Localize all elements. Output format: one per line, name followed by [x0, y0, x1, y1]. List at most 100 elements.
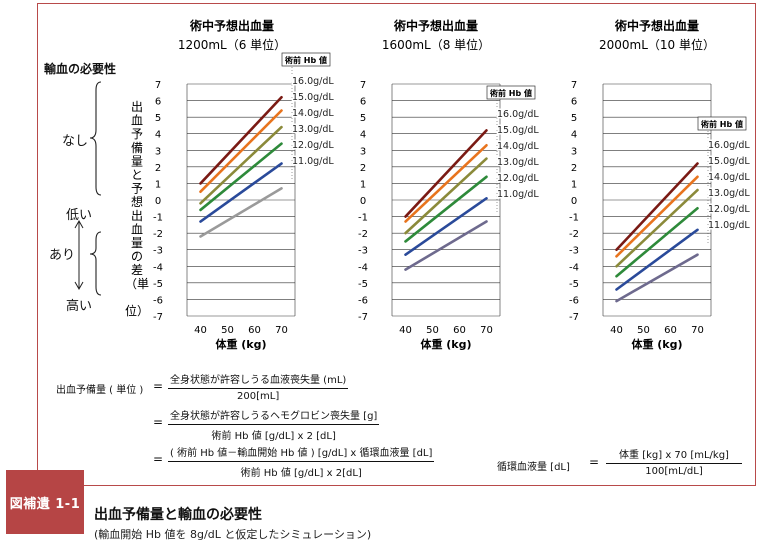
- series-line: [404, 197, 488, 256]
- y-tick-label: 2: [360, 163, 366, 174]
- y-axis-title-char: （単: [125, 277, 149, 291]
- legend-entry: 14.0g/dL: [292, 108, 334, 119]
- x-tick-label: 70: [275, 325, 288, 336]
- y-tick-label: 4: [155, 130, 161, 141]
- x-tick-label: 50: [637, 325, 650, 336]
- y-tick-label: -3: [358, 246, 368, 257]
- y-tick-label: 6: [360, 97, 366, 108]
- y-tick-label: -4: [569, 262, 579, 273]
- y-tick-label: 1: [155, 179, 161, 190]
- chart-panel-2: 術中予想出血量 1600mL（8 単位） 7 6 5 4 3 2 1 0 -1 -2 -3 -4 -5 -6 -…: [358, 18, 541, 351]
- x-tick-label: 60: [664, 325, 677, 336]
- bracket-yes: [89, 231, 102, 296]
- x-axis-label: 体重 (kg): [420, 337, 471, 351]
- legend-title-box: [486, 85, 536, 100]
- formula-fraction-2: 全身状態が許容しうるヘモグロビン喪失量 [g] 術前 Hb 値 [g/dL] x…: [168, 407, 380, 442]
- y-tick-label: 1: [360, 179, 366, 190]
- legend-entry: 15.0g/dL: [497, 125, 539, 136]
- legend-title: 術前 Hb 値: [284, 55, 327, 65]
- need-yes-label: あり: [49, 248, 76, 263]
- y-tick-label: 4: [571, 130, 577, 141]
- legend-entry: 11.0g/dL: [292, 156, 334, 167]
- series-line: [199, 142, 283, 212]
- series-line: [404, 144, 488, 223]
- legend-entry: 16.0g/dL: [708, 140, 750, 151]
- risk-arrow-up: [74, 219, 84, 229]
- y-tick-label: -3: [569, 246, 579, 257]
- y-tick-label: 6: [571, 97, 577, 108]
- y-tick-label: 2: [155, 163, 161, 174]
- x-axis-label: 体重 (kg): [631, 337, 682, 351]
- y-tick-label: 0: [155, 196, 161, 207]
- y-tick-label: -7: [153, 312, 163, 323]
- circulating-volume-label: 循環血液量 [dL]: [497, 462, 570, 473]
- y-tick-label: 3: [360, 146, 366, 157]
- legend-title-box: [281, 52, 331, 67]
- legend-entry: 16.0g/dL: [292, 76, 334, 87]
- y-tick-label: -6: [153, 295, 163, 306]
- figure-number-badge: 図補遺 1-1: [6, 470, 84, 534]
- x-tick-label: 70: [480, 325, 493, 336]
- y-tick-label: 2: [571, 163, 577, 174]
- formula-3-numerator: ( 術前 Hb 値－輸血開始 Hb 値 ) [g/dL] x 循環血液量 [dL…: [168, 444, 435, 462]
- legend-entry: 14.0g/dL: [497, 141, 539, 152]
- formula-eq-3: =: [153, 452, 164, 466]
- x-tick-label: 70: [691, 325, 704, 336]
- chart-subtitle: 1200mL（6 単位）: [178, 37, 286, 52]
- formula-4-denominator: 100[mL/dL]: [645, 466, 703, 477]
- y-tick-label: -7: [358, 312, 368, 323]
- y-axis-title-char: の: [131, 250, 143, 264]
- y-tick-label: -6: [358, 295, 368, 306]
- y-tick-label: 0: [571, 196, 577, 207]
- legend-entry: 13.0g/dL: [497, 157, 539, 168]
- legend-entry: 14.0g/dL: [708, 172, 750, 183]
- formula-4-numerator: 体重 [kg] x 70 [mL/kg]: [606, 446, 742, 464]
- legend-title-box: [697, 116, 747, 131]
- y-tick-label: -4: [153, 262, 163, 273]
- need-low-label: 低い: [66, 208, 93, 223]
- need-none-label: なし: [62, 134, 89, 149]
- formula-fraction-1: 全身状態が許容しうる血液喪失量 (mL) 200[mL]: [168, 371, 349, 402]
- y-tick-label: -5: [569, 279, 579, 290]
- series-line: [199, 125, 283, 205]
- x-tick-label: 50: [221, 325, 234, 336]
- formula-eq-2: =: [153, 415, 164, 429]
- y-tick-label: 7: [360, 80, 366, 91]
- y-axis-title-char: 量: [131, 236, 143, 250]
- y-axis-title-char: 予: [131, 127, 143, 141]
- x-tick-label: 40: [610, 325, 623, 336]
- formula-eq-1: =: [153, 379, 164, 393]
- series-line: [615, 188, 699, 268]
- series-line: [199, 95, 283, 185]
- y-axis-title-char: 血: [131, 114, 143, 128]
- series-line: [404, 157, 488, 235]
- x-tick-label: 40: [399, 325, 412, 336]
- y-axis-title-char: 備: [131, 140, 143, 155]
- series-line: [404, 175, 488, 243]
- x-tick-label: 50: [426, 325, 439, 336]
- legend-entry: 15.0g/dL: [708, 156, 750, 167]
- y-tick-label: 3: [571, 146, 577, 157]
- chart-title: 術中予想出血量: [189, 18, 274, 33]
- series-line: [199, 187, 283, 238]
- y-tick-label: 1: [571, 179, 577, 190]
- y-tick-label: 7: [155, 80, 161, 91]
- y-axis-title-char: 量: [131, 154, 143, 168]
- y-tick-label: -1: [153, 213, 163, 224]
- legend-entry: 12.0g/dL: [497, 173, 539, 184]
- series-line: [404, 220, 488, 271]
- legend-entry: 11.0g/dL: [497, 189, 539, 200]
- legend-entry: 13.0g/dL: [708, 188, 750, 199]
- formula-fraction-3: ( 術前 Hb 値－輸血開始 Hb 値 ) [g/dL] x 循環血液量 [dL…: [168, 444, 435, 479]
- y-tick-label: -1: [358, 213, 368, 224]
- legend-title: 術前 Hb 値: [489, 88, 532, 98]
- chart-subtitle: 2000mL（10 単位）: [599, 37, 715, 52]
- formula-fraction-4: 体重 [kg] x 70 [mL/kg] 100[mL/dL]: [606, 446, 742, 477]
- y-axis-title-char: 想: [131, 194, 143, 209]
- y-axis-title-char: 予: [131, 182, 143, 196]
- y-tick-label: 4: [360, 130, 366, 141]
- legend-entry: 11.0g/dL: [708, 220, 750, 231]
- y-tick-label: -4: [358, 262, 368, 273]
- chart-title: 術中予想出血量: [393, 18, 478, 33]
